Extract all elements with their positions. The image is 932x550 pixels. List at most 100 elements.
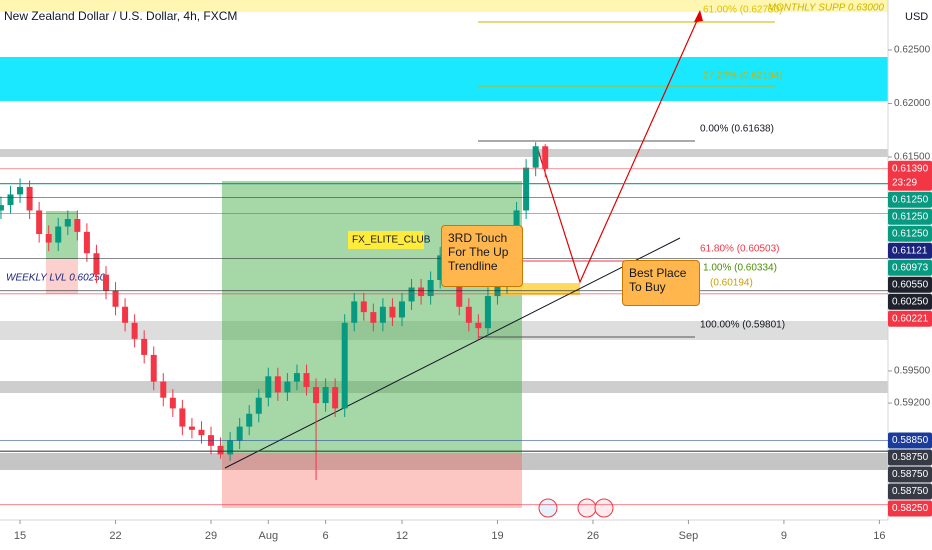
candle-body [379,306,386,323]
resistance-zone [0,57,888,101]
price-badge-label: 0.60221 [892,313,929,324]
x-tick-label: 19 [491,530,503,542]
y-tick-label: 0.59200 [894,398,931,409]
candle-body [246,413,253,427]
candle-body [102,274,109,291]
candle-body [284,381,291,393]
price-badge-label: 0.60250 [892,296,929,307]
price-badge [888,242,932,259]
price-badge-label: 0.61390 [892,163,929,174]
candle-body [389,306,396,318]
candle-body [93,253,100,275]
candle-body [418,287,425,297]
price-badge-label: 0.60973 [892,262,929,273]
candle-body [64,219,71,227]
price-badge [888,259,932,276]
price-badge-label: 0.58750 [892,469,929,480]
highlight-box [46,259,78,294]
price-badge-label: 0.58250 [892,503,929,514]
candle-body [198,429,205,436]
candle-body [427,280,434,297]
x-tick-label: 22 [109,530,121,542]
x-tick-label: 9 [781,530,787,542]
annotation: MONTHLY SUPP 0.63000 [768,3,885,14]
candle-body [131,322,138,339]
candle-body [523,167,530,211]
price-badge [888,191,932,208]
fib-label: 0.00% (0.61638) [700,124,774,135]
arrow-path [537,13,701,284]
gray-zone [0,453,888,470]
candle-body [274,376,281,393]
candle-body [141,338,148,355]
candle-body [55,226,62,243]
x-tick-label: 12 [396,530,408,542]
candle-body [332,387,339,409]
price-badge-label: 0.58750 [892,486,929,497]
x-tick-label: 16 [873,530,885,542]
candle-body [74,219,81,232]
candle-body [236,426,243,441]
candle-body [465,306,472,323]
x-tick-label: 6 [323,530,329,542]
fib-label: 61.80% (0.60503) [700,244,780,255]
event-icon[interactable] [577,498,597,518]
event-icon[interactable] [538,498,558,518]
candle-body [370,312,377,323]
fib-label: 27.20% (0.62194) [703,71,783,82]
candle-body [360,301,367,313]
candle-body [36,210,43,234]
price-badge [888,449,932,466]
candle-body [322,387,329,404]
candle-body [179,408,186,427]
candle-body [17,186,24,195]
x-tick-label: Aug [259,530,279,542]
candle-body [160,381,167,398]
candle-body [351,301,358,323]
x-tick-label: 15 [14,530,26,542]
price-badge [888,276,932,293]
price-badge-label: 0.61250 [892,194,929,205]
y-tick-label: 0.62500 [894,45,931,56]
candle-body [188,426,195,430]
trendline [224,237,681,469]
x-tick-label: 29 [205,530,217,542]
candle-body [112,290,119,307]
candle-body [313,387,320,404]
currency: USD [905,11,928,23]
arrow-head [694,10,703,22]
price-badge-label: 0.60550 [892,279,929,290]
candle-body [217,445,224,455]
price-badge-label: 0.61121 [892,245,928,256]
annotation: FX_ELITE_CLUB [352,235,431,246]
chart-title: New Zealand Dollar / U.S. Dollar, 4h, FX… [4,9,237,23]
x-tick-label: Sep [679,530,699,542]
fib-label: 61.00% (0.62750) [703,5,783,16]
candle-body [122,306,129,323]
fib-label: 1.00% (0.60334) [703,263,777,274]
x-tick-label: 26 [587,530,599,542]
fib-label: 100.00% (0.59801) [700,320,785,331]
price-badge [888,432,932,449]
candle-body [26,186,33,211]
price-badge [888,293,932,310]
event-icon[interactable] [594,498,614,518]
gray-zone [0,149,888,157]
price-badge [888,500,932,517]
candle-body [341,322,348,409]
candle-body [475,322,482,329]
candle-body [45,234,52,243]
candle-body [532,146,539,168]
price-badge [888,225,932,242]
annotation: WEEKLY LVL 0.60250 [6,273,106,284]
candle-body [398,301,405,318]
candle-body [0,205,4,211]
price-badge-label: 0.58750 [892,452,929,463]
y-tick-label: 0.62000 [894,98,931,109]
y-tick-label: 0.61500 [894,152,931,163]
candle-body [293,373,300,382]
label-box [348,231,424,249]
callout: Best Place To Buy [622,260,700,306]
price-badge [888,208,932,225]
